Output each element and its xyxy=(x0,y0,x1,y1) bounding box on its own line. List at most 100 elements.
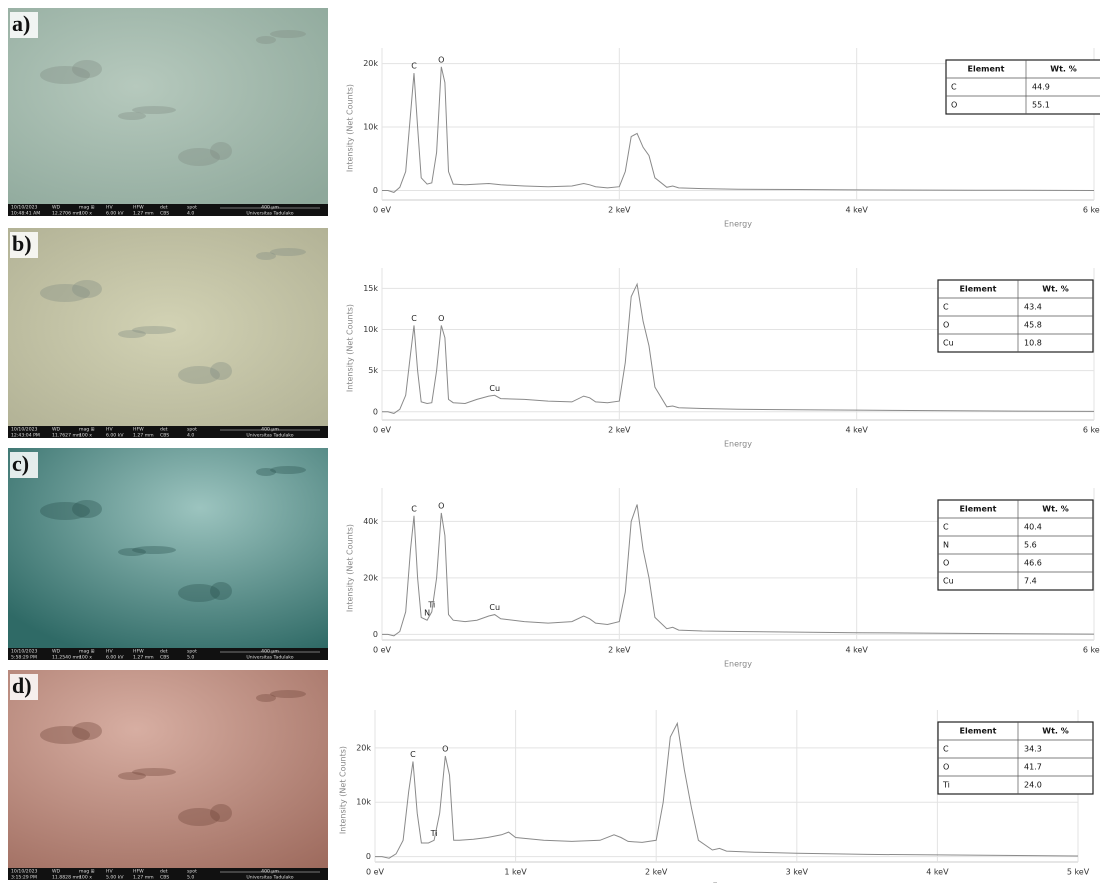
sem-value: CBS xyxy=(160,433,169,439)
sem-header: det xyxy=(160,427,168,433)
table-frame xyxy=(938,500,1093,590)
x-tick-label: 0 eV xyxy=(366,868,385,877)
sem-value: 100 x xyxy=(79,211,92,217)
sem-header: HV xyxy=(106,649,113,655)
sem-feature xyxy=(118,330,146,338)
sem-value: CBS xyxy=(160,211,169,217)
sem-value: 6.00 kV xyxy=(106,433,124,439)
sem-header: HV xyxy=(106,205,113,211)
x-tick-label: 4 keV xyxy=(845,646,868,655)
panel-label: b) xyxy=(12,231,32,256)
sem-feature xyxy=(40,66,90,84)
sem-scale: 400 μm xyxy=(261,427,279,433)
peak-label: Ti xyxy=(430,829,438,838)
table-cell: 55.1 xyxy=(1032,101,1050,110)
sem-value: 6.00 kV xyxy=(106,211,124,217)
x-tick-label: 0 eV xyxy=(373,206,392,215)
sem-scale: 400 μm xyxy=(261,649,279,655)
table-cell: 40.4 xyxy=(1024,523,1042,532)
y-tick-label: 0 xyxy=(373,186,378,195)
sem-feature xyxy=(270,30,306,38)
x-tick-label: 0 eV xyxy=(373,426,392,435)
table-cell: Cu xyxy=(943,577,954,586)
sem-header: det xyxy=(160,205,168,211)
sem-feature xyxy=(256,694,276,702)
sem-header: WD xyxy=(52,205,61,211)
x-tick-label: 2 keV xyxy=(608,206,631,215)
sem-value: 5.0 xyxy=(187,875,194,881)
sem-feature xyxy=(256,36,276,44)
y-tick-label: 15k xyxy=(363,284,378,293)
sem-value: 1.27 mm xyxy=(133,211,154,217)
y-tick-label: 5k xyxy=(368,366,378,375)
sem-header: mag ⊞ xyxy=(79,428,95,433)
sem-scale: 400 μm xyxy=(261,205,279,211)
y-axis-label: Intensity (Net Counts) xyxy=(346,524,355,612)
y-tick-label: 0 xyxy=(366,852,371,861)
peak-label: Cu xyxy=(489,603,500,612)
peak-label: Ti xyxy=(427,600,435,609)
sem-value: 11.7627 mm xyxy=(52,433,82,439)
x-tick-label: 2 keV xyxy=(608,426,631,435)
sem-value: 5.0 xyxy=(187,655,194,661)
sem-institution: Universitas Tadulako xyxy=(246,433,293,439)
sem-header: mag ⊞ xyxy=(79,206,95,211)
sem-value: 100 x xyxy=(79,655,92,661)
table-header: Element xyxy=(960,285,997,294)
table-cell: O xyxy=(943,763,949,772)
sem-date: 10/10/2023 xyxy=(11,205,38,211)
y-axis-label: Intensity (Net Counts) xyxy=(346,84,355,172)
sem-institution: Universitas Tadulako xyxy=(246,211,293,217)
table-header: Element xyxy=(968,65,1005,74)
peak-label: O xyxy=(438,314,444,323)
x-axis-label: Energy xyxy=(724,660,752,669)
sem-value: CBS xyxy=(160,655,169,661)
table-cell: 24.0 xyxy=(1024,781,1042,790)
table-cell: Cu xyxy=(943,339,954,348)
x-tick-label: 0 eV xyxy=(373,646,392,655)
y-tick-label: 10k xyxy=(363,325,378,334)
sem-time: 5:58:29 PM xyxy=(11,655,37,661)
x-tick-label: 4 keV xyxy=(926,868,949,877)
table-cell: 41.7 xyxy=(1024,763,1042,772)
peak-label: C xyxy=(411,314,417,323)
sem-value: 1.27 mm xyxy=(133,433,154,439)
table-cell: Ti xyxy=(942,781,950,790)
x-tick-label: 2 keV xyxy=(645,868,668,877)
peak-label: Cu xyxy=(489,384,500,393)
sem-value: 5.00 kV xyxy=(106,875,124,881)
x-tick-label: 2 keV xyxy=(608,646,631,655)
sem-header: HV xyxy=(106,869,113,875)
sem-date: 10/10/2023 xyxy=(11,427,38,433)
peak-label: N xyxy=(424,609,430,618)
x-tick-label: 4 keV xyxy=(845,426,868,435)
table-cell: 5.6 xyxy=(1024,541,1037,550)
table-header: Wt. % xyxy=(1042,505,1069,514)
y-tick-label: 40k xyxy=(363,517,378,526)
x-tick-label: 5 keV xyxy=(1067,868,1090,877)
sem-header: det xyxy=(160,869,168,875)
sem-feature xyxy=(118,112,146,120)
sem-scale: 400 μm xyxy=(261,869,279,875)
peak-label: C xyxy=(411,62,417,71)
sem-value: 11.8828 mm xyxy=(52,875,82,881)
peak-label: C xyxy=(410,750,416,759)
panel-label: c) xyxy=(12,451,29,476)
sem-value: CBS xyxy=(160,875,169,881)
sem-value: 1.27 mm xyxy=(133,655,154,661)
peak-label: O xyxy=(442,745,448,754)
table-header: Wt. % xyxy=(1042,285,1069,294)
sem-value: 4.0 xyxy=(187,433,194,439)
table-cell: 7.4 xyxy=(1024,577,1037,586)
sem-header: HFW xyxy=(133,649,144,655)
sem-header: spot xyxy=(187,427,197,433)
table-cell: C xyxy=(943,523,949,532)
sem-time: 12:43:04 PM xyxy=(11,433,40,439)
sem-header: HV xyxy=(106,427,113,433)
sem-header: det xyxy=(160,649,168,655)
sem-value: 100 x xyxy=(79,875,92,881)
x-axis-label: Energy xyxy=(724,440,752,449)
sem-feature xyxy=(178,148,220,166)
table-cell: O xyxy=(943,559,949,568)
sem-feature xyxy=(256,252,276,260)
